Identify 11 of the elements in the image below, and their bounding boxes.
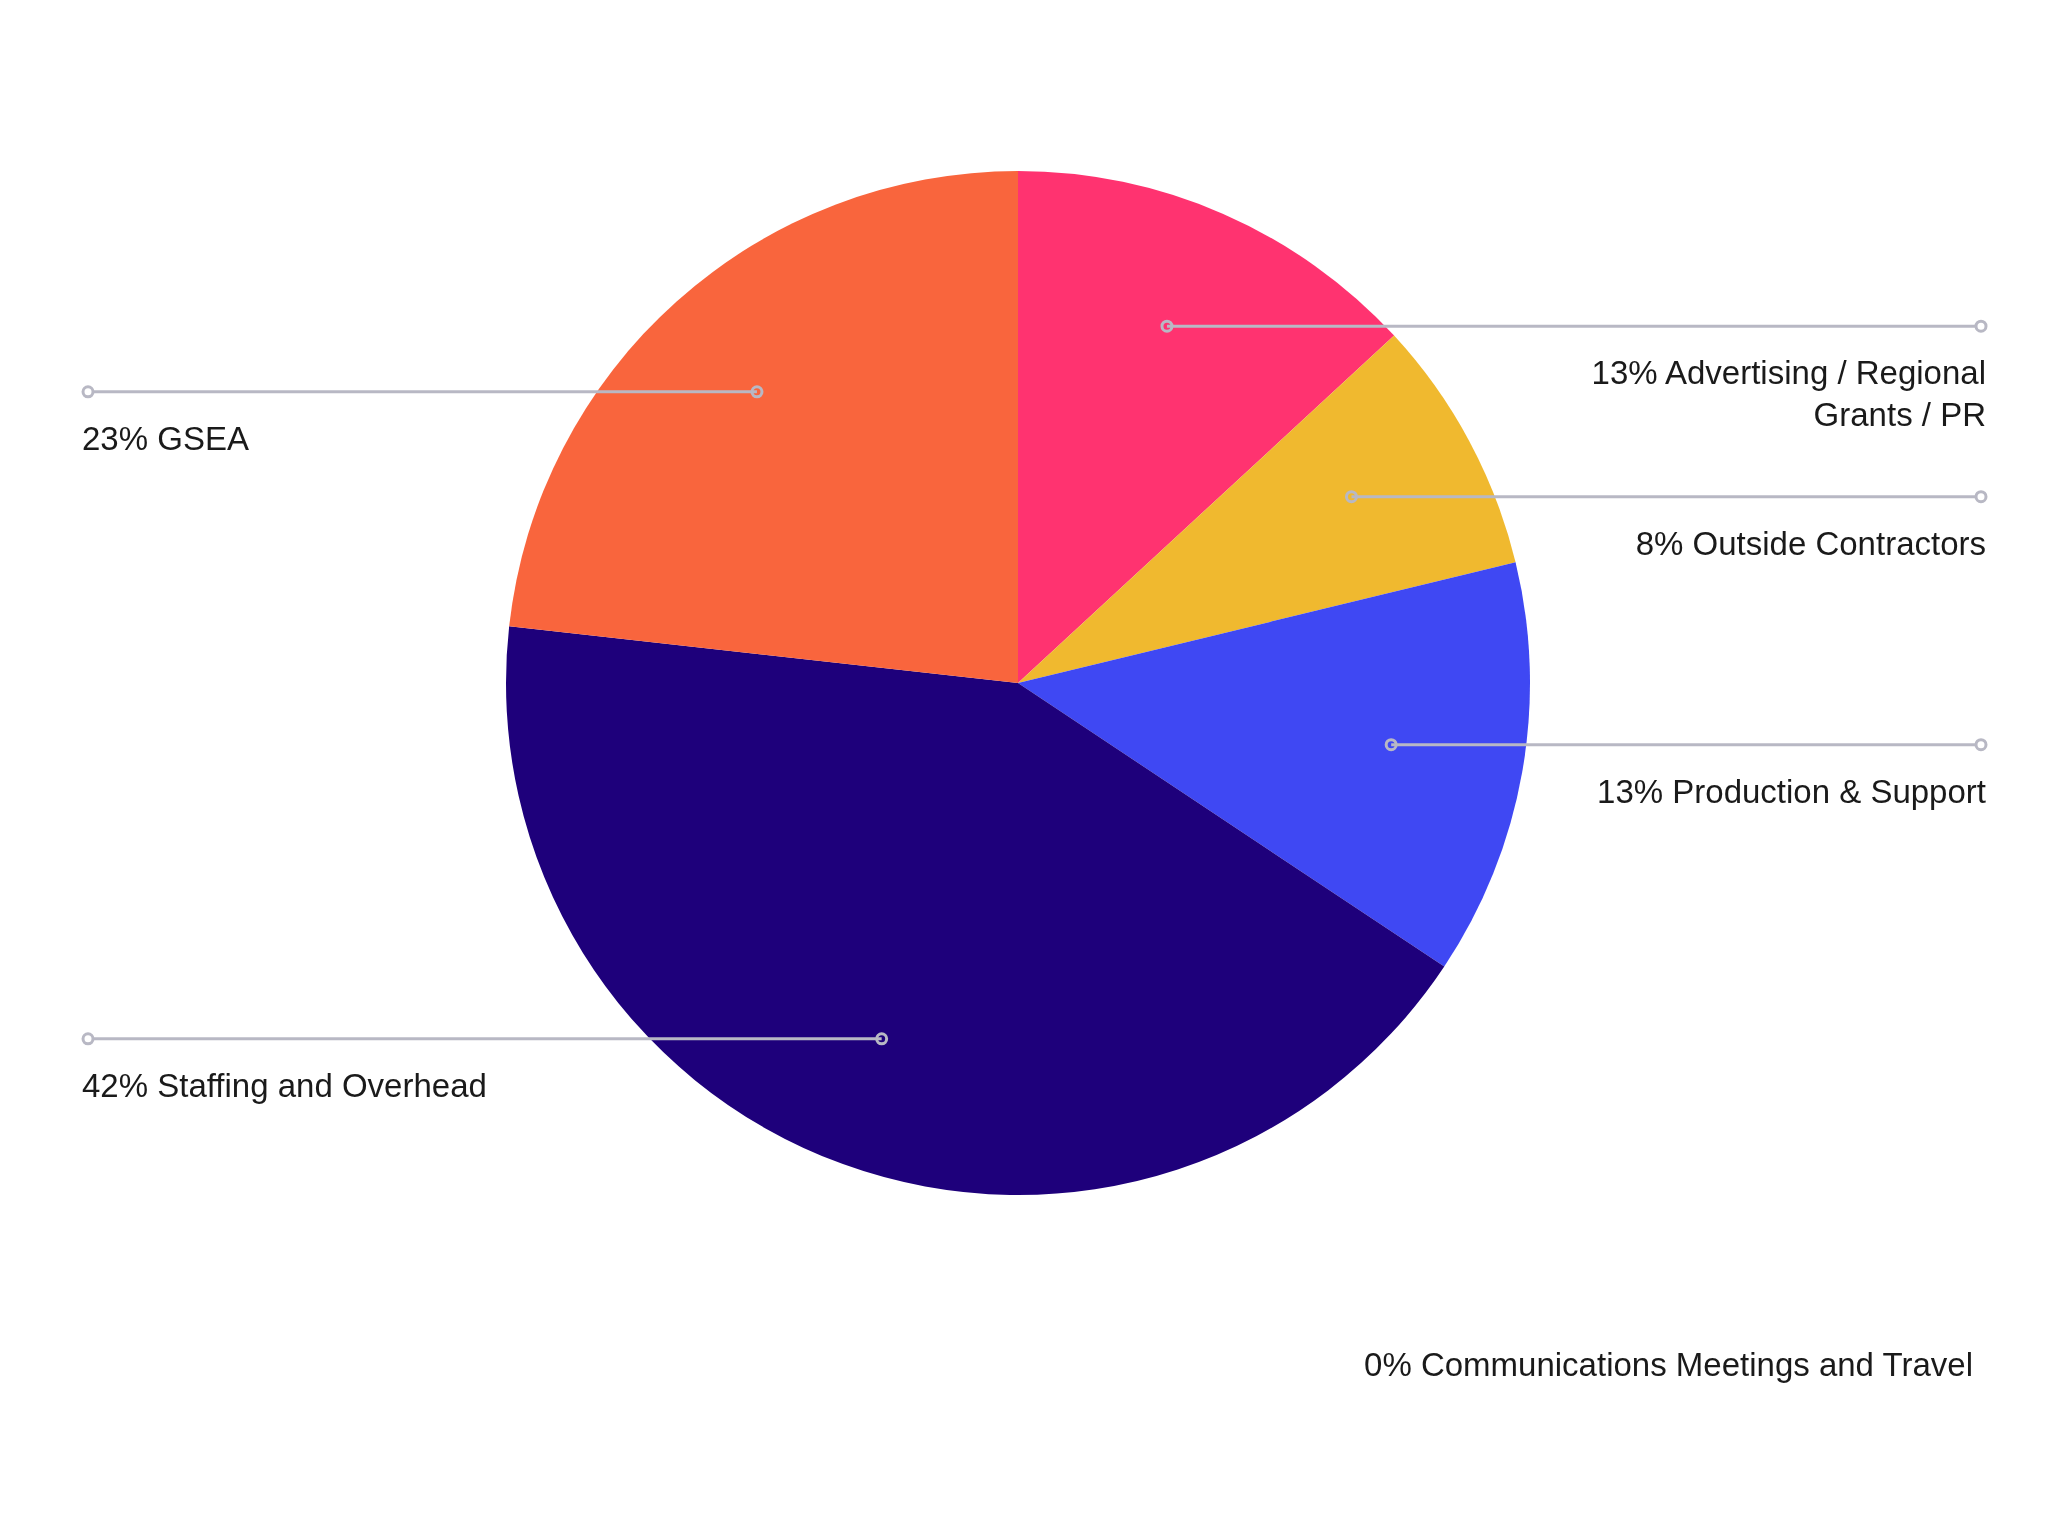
slice-label: 13% Advertising / Regional Grants / PR — [1591, 354, 1986, 434]
pie-slice — [1018, 335, 1516, 683]
text: 0% Communications Meetings and Travel — [1364, 1346, 1973, 1383]
pie-slice — [506, 626, 1445, 1195]
slice-label: 23% GSEA — [82, 419, 249, 457]
slice-label: 13% Production & Support — [1597, 772, 1986, 810]
slice-label: 42% Staffing and Overhead — [82, 1066, 487, 1104]
pie-slice — [509, 171, 1018, 683]
slice-label: 8% Outside Contractors — [1635, 524, 1986, 562]
pie-slice — [1018, 562, 1530, 967]
pie-slice — [1018, 171, 1395, 683]
